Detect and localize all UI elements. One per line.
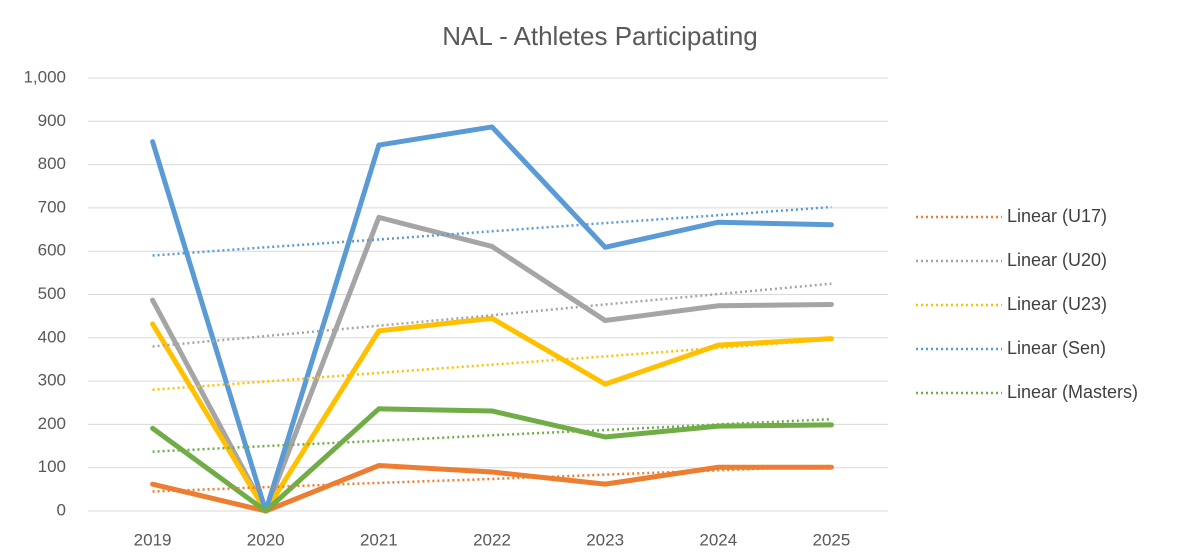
legend-label: Linear (Masters) xyxy=(1007,382,1138,402)
y-tick-label: 1,000 xyxy=(23,67,66,86)
trend-line xyxy=(152,417,832,453)
y-tick-label: 400 xyxy=(38,327,66,346)
x-tick-label: 2019 xyxy=(134,530,172,549)
x-tick-label: 2020 xyxy=(247,530,285,549)
trend-line xyxy=(152,464,832,493)
legend-label: Linear (U20) xyxy=(1007,250,1107,270)
y-tick-label: 900 xyxy=(38,111,66,130)
y-tick-label: 700 xyxy=(38,197,66,216)
legend-label: Linear (Sen) xyxy=(1007,338,1106,358)
y-tick-label: 800 xyxy=(38,154,66,173)
series-line xyxy=(150,406,834,514)
y-tick-label: 300 xyxy=(38,371,66,390)
legend-label: Linear (U23) xyxy=(1007,294,1107,314)
trend-line xyxy=(152,205,832,257)
y-tick-label: 200 xyxy=(38,414,66,433)
legend-label: Linear (U17) xyxy=(1007,206,1107,226)
chart-title: NAL - Athletes Participating xyxy=(442,21,758,51)
x-tick-label: 2023 xyxy=(586,530,624,549)
y-tick-label: 100 xyxy=(38,457,66,476)
x-tick-label: 2024 xyxy=(699,530,737,549)
x-tick-label: 2021 xyxy=(360,530,398,549)
trend-line xyxy=(152,282,832,348)
y-tick-label: 600 xyxy=(38,241,66,260)
y-tick-label: 500 xyxy=(38,284,66,303)
x-tick-label: 2025 xyxy=(813,530,851,549)
trend-line xyxy=(152,338,832,392)
y-tick-label: 0 xyxy=(57,500,66,519)
x-tick-label: 2022 xyxy=(473,530,511,549)
